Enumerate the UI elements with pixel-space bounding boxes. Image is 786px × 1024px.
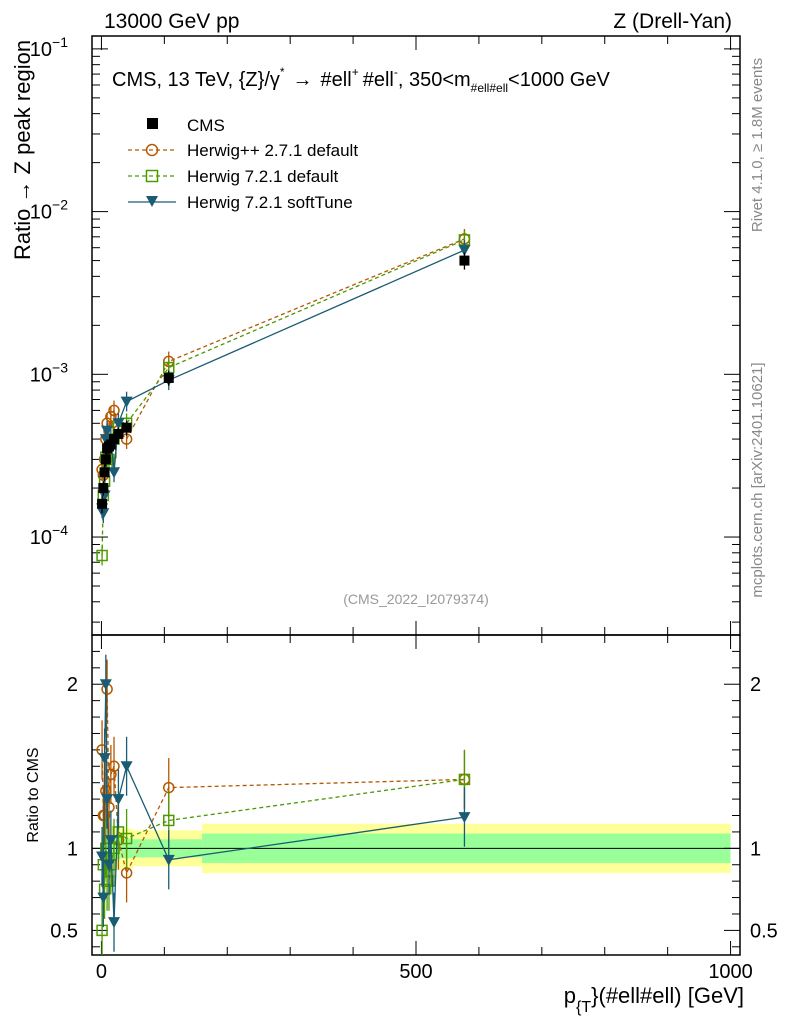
legend-h7-soft-marker (146, 196, 158, 207)
ratio-point-h7_soft (98, 753, 111, 765)
cms-point (97, 498, 108, 509)
ratio-point-h7_def (96, 924, 108, 937)
y-tick-label: 10−1 (30, 34, 68, 61)
x-tick-label: 0 (96, 961, 107, 983)
x-tick-label: 1000 (708, 961, 753, 983)
point-h7_soft (97, 508, 110, 520)
x-tick-label: 500 (399, 961, 432, 983)
ratio-point-hw_def (108, 760, 120, 773)
legend-h7-def-marker (145, 169, 159, 183)
y-tick-label: 10−4 (30, 522, 68, 549)
ratio-tick-label: 2 (67, 674, 78, 696)
ratio-point-h7_soft (99, 679, 112, 691)
ratio-tick-label: 1 (750, 838, 761, 860)
ratio-tick-label: 0.5 (750, 920, 778, 942)
ratio-point-h7_soft (162, 854, 175, 866)
rivet-label: Rivet 4.1.0, ≥ 1.8M events (749, 58, 766, 232)
ratio-point-h7_soft (108, 917, 121, 929)
ratio-axis-title: Ratio to CMS (25, 747, 42, 842)
ratio-point-h7_soft (101, 794, 114, 806)
ratio-tick-label: 0.5 (50, 920, 78, 942)
ratio-point-h7_soft (102, 859, 115, 871)
series-line-hw_def (101, 238, 465, 476)
mcplots-label: mcplots.cern.ch [arXiv:2401.10621] (749, 362, 766, 597)
ratio-point-h7_soft (112, 794, 125, 806)
point-h7_soft (120, 396, 133, 408)
cms-point (100, 454, 111, 465)
ratio-tick-label: 2 (750, 674, 761, 696)
point-h7_soft (108, 467, 121, 479)
legend-h7-def-label: Herwig 7.2.1 default (187, 167, 338, 186)
legend-h7-soft-label: Herwig 7.2.1 softTune (187, 193, 353, 212)
ratio-line-h7_soft (101, 684, 465, 923)
header-left: 13000 GeV pp (104, 10, 239, 33)
cms-point (459, 255, 470, 266)
series-line-h7_def (101, 239, 465, 556)
ratio-point-h7_soft (120, 761, 133, 773)
y-tick-label: 10−3 (30, 359, 68, 386)
plot-title: CMS, 13 TeV, {Z}/γ* → #ell+ #ell-, 350<m#el… (112, 65, 610, 95)
point-hw_def (108, 404, 120, 417)
cms-point (105, 439, 116, 450)
ratio-panel-frame (91, 634, 741, 956)
series-line-h7_soft (101, 249, 465, 514)
point-hw_def (105, 410, 117, 423)
legend-hw-def-label: Herwig++ 2.7.1 default (187, 141, 358, 160)
point-h7_def (96, 549, 108, 562)
y-tick-label: 10−2 (30, 197, 68, 224)
x-axis-title: p{T}(#ell#ell) [GeV] (564, 983, 744, 1016)
point-h7_soft (98, 490, 111, 502)
header-right: Z (Drell-Yan) (613, 10, 732, 33)
x-tick-labels: 0 500 1000 (96, 961, 753, 983)
point-h7_soft (458, 245, 471, 257)
point-h7_soft (101, 425, 114, 437)
ratio-point-h7_def (458, 773, 471, 786)
y-axis-title: Ratio → Z peak region (10, 40, 35, 260)
point-h7_soft (112, 418, 125, 430)
legend-hw-def-marker (145, 143, 159, 157)
ratio-point-h7_soft (104, 835, 117, 847)
ratio-point-h7_soft (96, 851, 109, 863)
legend-cms-label: CMS (187, 116, 225, 135)
analysis-watermark: (CMS_2022_I2079374) (343, 591, 489, 607)
ratio-tick-labels-left: 0.5 1 2 (50, 674, 78, 942)
ratio-point-h7_def (120, 832, 133, 845)
ratio-point-h7_def (163, 814, 175, 827)
ratio-tick-labels-right: 0.5 1 2 (750, 674, 778, 942)
axis-ticks (92, 36, 740, 955)
cms-point (99, 467, 110, 478)
legend: CMS Herwig++ 2.7.1 default Herwig 7.2.1 … (128, 116, 358, 212)
ratio-point-h7_soft (458, 812, 471, 824)
cms-point (163, 372, 174, 383)
cms-point (109, 434, 120, 445)
ratio-point-h7_soft (97, 892, 110, 904)
data-series (96, 228, 471, 955)
cms-point (121, 422, 132, 433)
cms-point (98, 483, 109, 494)
y-tick-labels: 10−4 10−3 10−2 10−1 (30, 34, 68, 549)
cms-point (113, 428, 124, 439)
legend-cms-marker (147, 118, 158, 129)
ratio-tick-label: 1 (67, 838, 78, 860)
